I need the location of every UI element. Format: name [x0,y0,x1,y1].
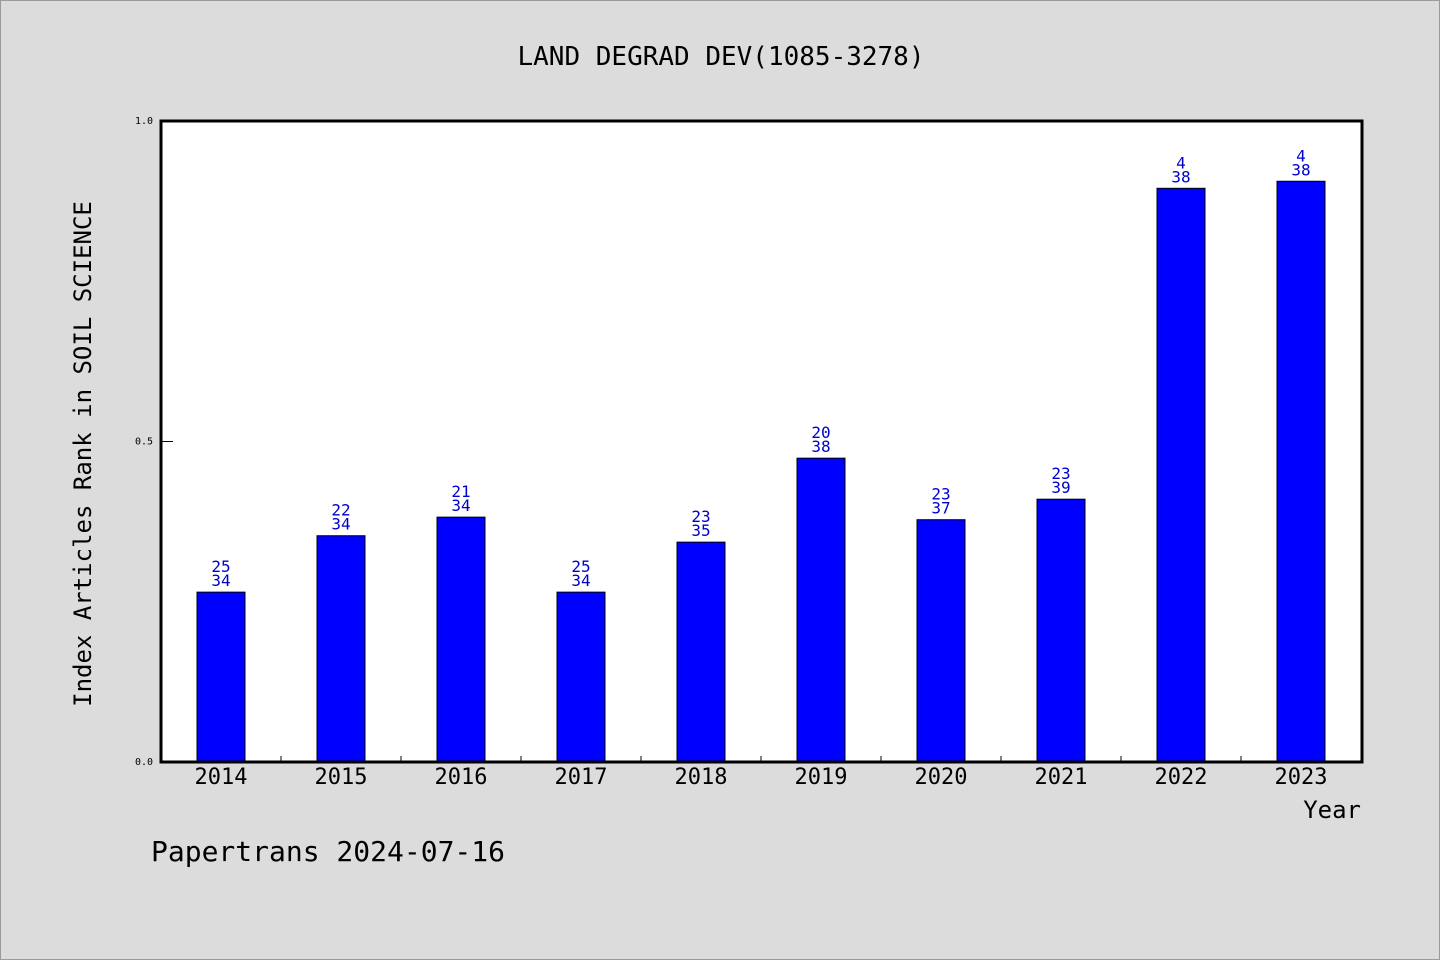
bar-2018 [676,541,726,763]
x-tick-label: 2016 [435,765,488,790]
bar-rank-label: 4 [1296,146,1306,165]
bar-total-label: 38 [811,437,830,456]
y-tick-label: 1.0 [135,116,153,127]
bar-total-label: 35 [691,521,710,540]
bar-total-label: 38 [1291,160,1310,179]
bar-total-label: 34 [571,571,590,590]
bar-2014 [196,591,246,763]
x-tick-label: 2021 [1035,765,1088,790]
bar-2020 [916,519,966,763]
x-tick-label: 2015 [315,765,368,790]
bar-2023 [1276,180,1326,763]
x-tick-label: 2017 [555,765,608,790]
bar-2015 [316,535,366,763]
bar-rank-label: 25 [211,557,230,576]
bar-total-label: 34 [451,496,470,515]
bar-2021 [1036,498,1086,763]
x-tick-label: 2022 [1155,765,1208,790]
bar-total-label: 34 [331,515,350,534]
bar-rank-label: 23 [931,485,950,504]
bar-2022 [1156,187,1206,763]
bar-total-label: 38 [1171,167,1190,186]
plot-frame [159,119,1364,764]
bar-2017 [556,591,606,763]
bar-rank-label: 4 [1176,153,1186,172]
bar-2019 [796,457,846,763]
bar-total-label: 39 [1051,478,1070,497]
x-tick-label: 2018 [675,765,728,790]
bar-rank-label: 25 [571,557,590,576]
bar-rank-label: 20 [811,423,830,442]
bar-total-label: 37 [931,499,950,518]
footer-note: Papertrans 2024-07-16 [151,835,506,868]
bar-rank-label: 22 [331,501,350,520]
y-tick-label: 0.5 [135,437,153,448]
x-tick-label: 2020 [915,765,968,790]
bar-2016 [436,516,486,763]
bar-rank-label: 23 [691,507,710,526]
x-tick-label: 2014 [195,765,248,790]
bar-rank-label: 21 [451,482,470,501]
y-axis-label: Index Articles Rank in SOIL SCIENCE [69,201,97,707]
y-tick-label: 0.0 [135,757,153,768]
bar-rank-label: 23 [1051,464,1070,483]
x-axis-label: Year [1303,796,1361,824]
bar-total-label: 34 [211,571,230,590]
x-tick-label: 2019 [795,765,848,790]
chart-title: LAND DEGRAD DEV(1085-3278) [518,42,925,72]
x-tick-label: 2023 [1275,765,1328,790]
